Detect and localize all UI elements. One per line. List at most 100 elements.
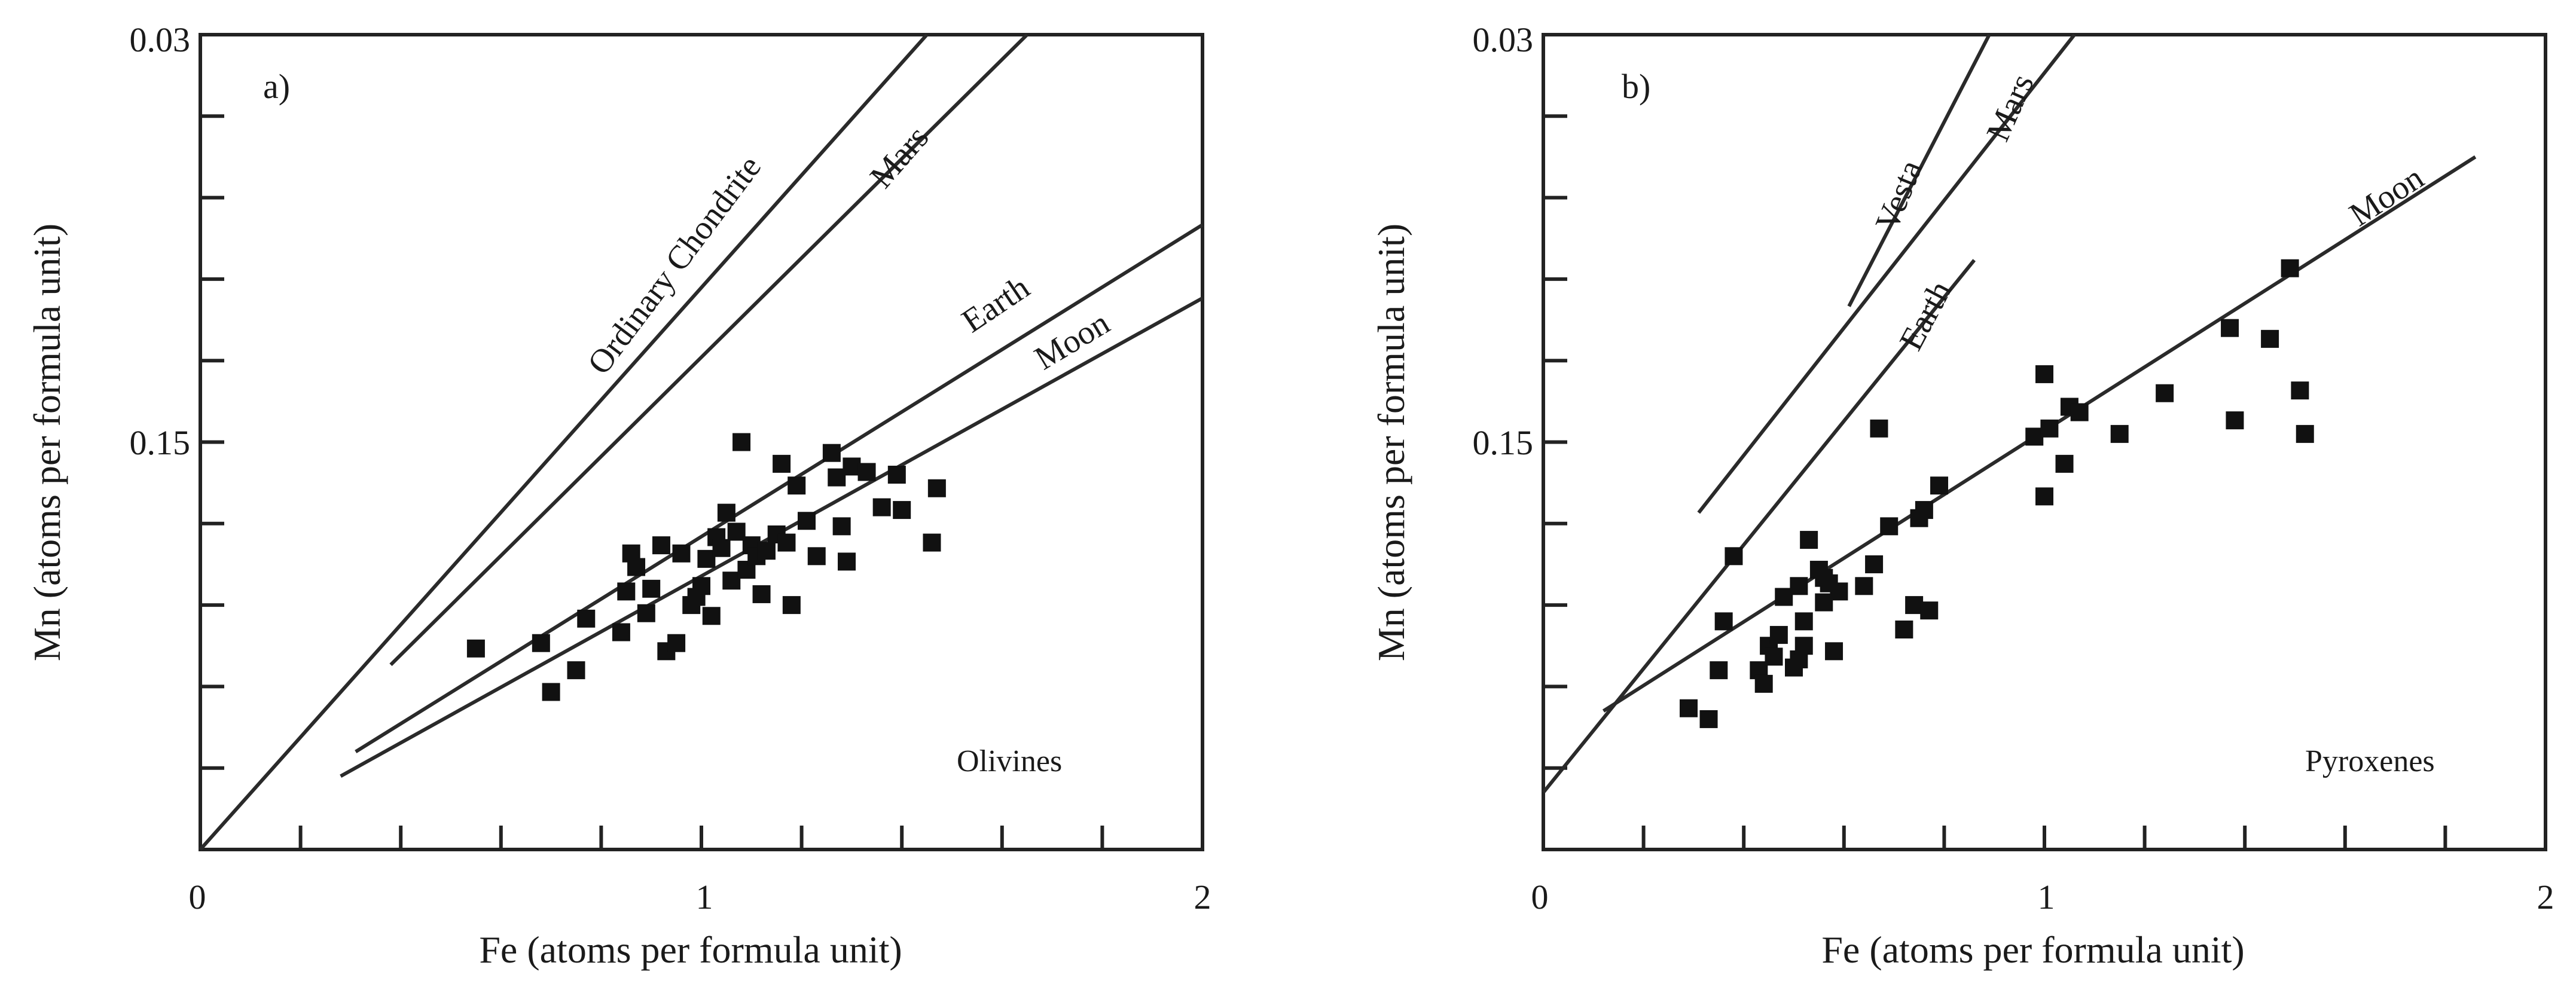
panel-a-line-ordinary-chondrite <box>199 33 929 851</box>
panel-b-data-point-24 <box>1865 555 1884 573</box>
panel-b-x-tick-label-2: 2 <box>2537 878 2554 916</box>
panel-b-x-tick-label-0: 0 <box>1531 878 1549 916</box>
panel-a-x-tick-label-1: 1 <box>696 878 713 916</box>
panel-b-data-point-47 <box>2296 424 2314 443</box>
panel-a-data-point-19 <box>702 607 721 625</box>
panel-b-data-point-4 <box>1725 547 1743 566</box>
panel-a-data-point-33 <box>777 533 796 552</box>
panel-b-data-point-45 <box>2281 259 2299 277</box>
panel-a-ticks <box>199 114 1204 850</box>
panel-a-data-point-37 <box>807 547 826 566</box>
panel-a-data-point-39 <box>828 468 846 487</box>
panel-b-line-label-moon: Moon <box>2343 159 2430 234</box>
panel-b-data-point-46 <box>2291 381 2309 400</box>
panel-a-data-point-11 <box>652 536 670 555</box>
panel-a-data-point-18 <box>697 549 716 568</box>
panel-a-line-mars <box>389 33 1028 667</box>
panel-b-pyroxenes: b) Pyroxenes Vesta Mars Earth Moon 0.03 … <box>1370 20 2554 971</box>
panel-b-data-point-28 <box>1905 596 1924 615</box>
panel-b-data-point-37 <box>2055 454 2074 473</box>
panel-b-data-point-6 <box>1754 674 1773 693</box>
panel-a-data-point-32 <box>773 454 791 473</box>
panel-a-data-point-40 <box>832 517 851 536</box>
panel-a-data-point-47 <box>923 533 941 552</box>
panel-a-tag: a) <box>263 67 290 106</box>
panel-a-data-point-6 <box>617 582 636 601</box>
panel-a-data-points <box>466 433 946 701</box>
panel-a-data-point-3 <box>567 661 585 680</box>
panel-b-data-point-8 <box>1765 647 1783 666</box>
panel-a-line-label-moon: Moon <box>1028 304 1116 377</box>
panel-a-reference-lines <box>199 33 1204 851</box>
panel-b-data-points <box>1680 259 2314 728</box>
panel-a-data-point-4 <box>577 609 596 628</box>
panel-b-data-point-30 <box>1915 501 1933 520</box>
panel-a-line-label-earth: Earth <box>956 269 1036 340</box>
panel-b-data-point-40 <box>2110 424 2129 443</box>
panel-a-data-point-35 <box>788 476 806 495</box>
panel-b-data-point-16 <box>1800 531 1818 549</box>
panel-b-line-label-vesta: Vesta <box>1869 155 1930 236</box>
panel-a-data-point-13 <box>667 634 686 652</box>
panel-a-line-label-mars: Mars <box>863 119 936 195</box>
panel-a-label: Olivines <box>957 744 1062 778</box>
panel-b-tag: b) <box>1622 67 1650 106</box>
panel-b-y-tick-label-top: 0.03 <box>1473 20 1534 59</box>
panel-b-line-label-earth: Earth <box>1893 275 1960 356</box>
panel-a-line-earth <box>355 223 1204 753</box>
panel-b-x-tick-label-1: 1 <box>2038 878 2055 916</box>
panel-b-data-point-36 <box>2040 419 2059 438</box>
panel-a-data-point-43 <box>857 463 876 481</box>
panel-b-data-point-1 <box>1699 710 1718 728</box>
panel-a-data-point-21 <box>712 539 731 557</box>
panel-a-data-point-14 <box>672 544 691 563</box>
panel-b-data-point-0 <box>1680 699 1698 717</box>
panel-b-line-label-mars: Mars <box>1979 69 2041 146</box>
panel-b-y-axis-title: Mn (atoms per formula unit) <box>1370 224 1412 661</box>
panel-b-data-point-26 <box>1880 517 1899 536</box>
panel-b-data-point-41 <box>2156 384 2174 402</box>
panel-a-data-point-44 <box>872 498 891 517</box>
panel-b-data-point-3 <box>1714 612 1733 631</box>
panel-b-label: Pyroxenes <box>2305 744 2435 778</box>
panel-b-reference-lines <box>1542 33 2477 794</box>
panel-a-data-point-1 <box>532 634 550 652</box>
panel-a-data-point-45 <box>887 466 906 484</box>
panel-a-data-point-34 <box>782 596 801 615</box>
panel-b-data-point-25 <box>1870 419 1888 438</box>
panel-b-data-point-9 <box>1769 626 1788 644</box>
panel-b-y-tick-label-mid: 0.15 <box>1473 423 1534 462</box>
panel-a-data-point-0 <box>466 639 485 658</box>
panel-a-data-point-38 <box>822 444 841 462</box>
panel-b-data-point-15 <box>1794 637 1813 655</box>
panel-a-data-point-36 <box>797 512 816 530</box>
panel-b-data-point-27 <box>1895 620 1913 638</box>
panel-a-data-point-42 <box>843 457 861 476</box>
panel-a-line-label-ordinary-chondrite: Ordinary Chondrite <box>581 149 768 381</box>
panel-a-x-tick-label-0: 0 <box>189 878 206 916</box>
panel-a-y-tick-label-mid: 0.15 <box>130 423 191 462</box>
panel-a-x-tick-label-2: 2 <box>1194 878 1211 916</box>
panel-b-line-mars <box>1697 33 2076 514</box>
panel-a-data-point-24 <box>727 522 746 541</box>
panel-b-data-point-14 <box>1794 612 1813 631</box>
panel-b-data-point-44 <box>2261 329 2279 348</box>
panel-a-y-tick-label-top: 0.03 <box>130 20 191 59</box>
panel-b-data-point-13 <box>1790 577 1808 595</box>
panel-b-data-point-32 <box>1930 476 1949 495</box>
panel-b-plot-frame <box>1542 33 2547 851</box>
panel-a-data-point-41 <box>838 552 856 571</box>
panel-a-data-point-48 <box>927 479 946 497</box>
panel-b-ticks <box>1542 114 2547 850</box>
panel-a-x-axis-title: Fe (atoms per formula unit) <box>479 928 902 971</box>
panel-a-data-point-2 <box>542 683 560 701</box>
panel-a-data-point-8 <box>627 558 646 576</box>
panel-b-data-point-22 <box>1830 582 1848 601</box>
panel-b-data-point-42 <box>2221 319 2239 337</box>
panel-a-data-point-29 <box>752 585 771 603</box>
panel-a-data-point-23 <box>722 572 741 590</box>
panel-a-data-point-9 <box>637 604 655 622</box>
panel-a-data-point-30 <box>757 542 776 560</box>
panel-b-data-point-43 <box>2226 411 2244 430</box>
